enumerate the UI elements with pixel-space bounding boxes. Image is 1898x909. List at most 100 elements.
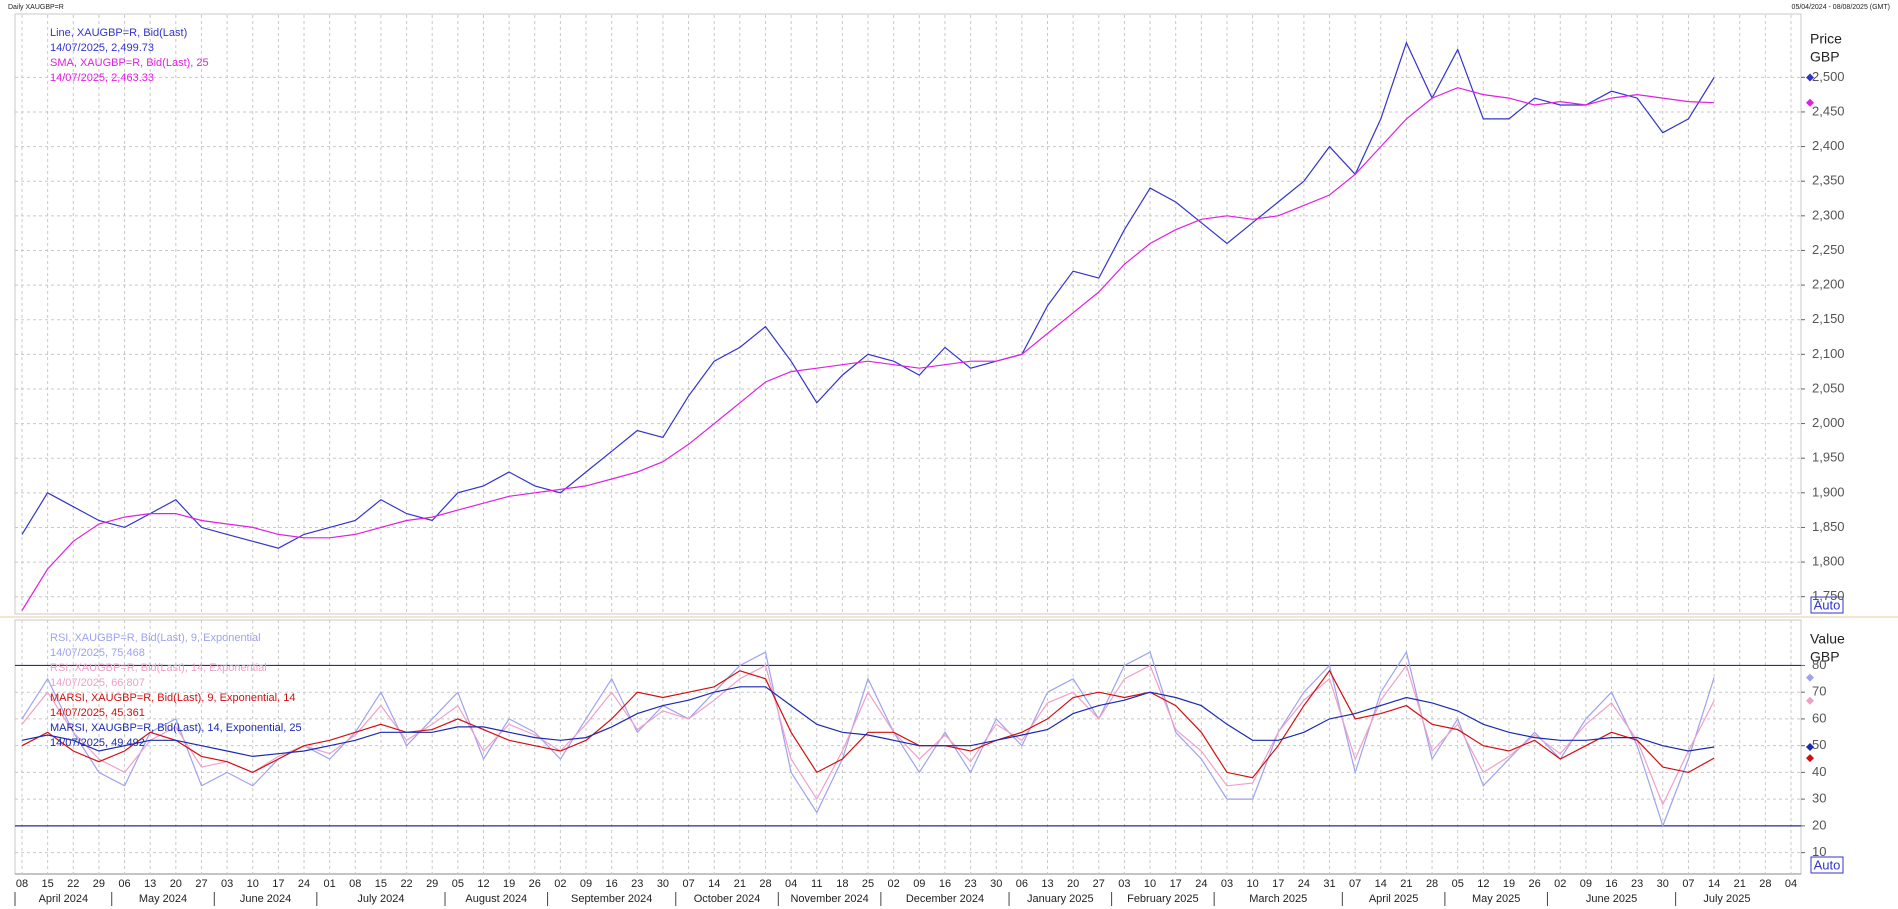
x-tick-label: 30	[1657, 878, 1669, 890]
x-tick-label: 24	[1298, 878, 1310, 890]
y-axis-unit: GBP	[1810, 49, 1840, 65]
x-tick-label: 09	[580, 878, 592, 890]
x-tick-label: 12	[1477, 878, 1489, 890]
legend-last-value: 14/07/2025, 49.492	[50, 737, 145, 749]
x-tick-label: 17	[1272, 878, 1284, 890]
x-tick-label: 03	[1221, 878, 1233, 890]
x-tick-label: 24	[298, 878, 310, 890]
y-tick-label: 2,000	[1812, 415, 1845, 430]
date-range: 05/04/2024 - 08/08/2025 (GMT)	[1792, 4, 1890, 11]
x-tick-label: 18	[836, 878, 848, 890]
scale-button[interactable]	[1810, 596, 1844, 614]
x-tick-label: 16	[1605, 878, 1617, 890]
x-tick-label: 14	[1375, 878, 1387, 890]
x-tick-label: 04	[1785, 878, 1797, 890]
x-tick-label: 02	[554, 878, 566, 890]
x-tick-label: 14	[708, 878, 720, 890]
legend-last-value: 14/07/2025, 66.807	[50, 677, 145, 689]
x-tick-label: 04	[785, 878, 797, 890]
x-tick-label: 17	[272, 878, 284, 890]
month-label: November 2024	[790, 893, 868, 905]
x-tick-label: 28	[1426, 878, 1438, 890]
x-tick-label: 24	[1195, 878, 1207, 890]
y-tick-label: 1,950	[1812, 450, 1845, 465]
page-title: Daily XAUGBP=R	[8, 4, 64, 11]
x-tick-label: 31	[1323, 878, 1335, 890]
x-tick-label: 28	[1759, 878, 1771, 890]
x-tick-label: 02	[888, 878, 900, 890]
y-tick-label: 30	[1812, 791, 1826, 806]
legend-last-value: 14/07/2025, 45.361	[50, 707, 145, 719]
x-tick-label: 08	[349, 878, 361, 890]
y-tick-label: 80	[1812, 657, 1826, 672]
legend-last-value: 14/07/2025, 2,499.73	[50, 42, 154, 54]
x-tick-label: 06	[1016, 878, 1028, 890]
x-tick-label: 23	[631, 878, 643, 890]
y-tick-label: 20	[1812, 817, 1826, 832]
x-tick-label: 02	[1554, 878, 1566, 890]
legend-entry: RSI, XAUGBP=R, Bid(Last), 14, Exponentia…	[50, 662, 267, 674]
x-tick-label: 07	[1349, 878, 1361, 890]
legend-entry: RSI, XAUGBP=R, Bid(Last), 9, Exponential	[50, 632, 261, 644]
x-tick-label: 20	[170, 878, 182, 890]
y-tick-label: 2,400	[1812, 138, 1845, 153]
x-tick-label: 05	[452, 878, 464, 890]
month-label: July 2025	[1703, 893, 1750, 905]
x-tick-label: 23	[1631, 878, 1643, 890]
series-line	[21, 669, 1715, 779]
y-tick-label: 50	[1812, 737, 1826, 752]
legend-last-value: 14/07/2025, 75.468	[50, 647, 145, 659]
x-tick-label: 05	[1452, 878, 1464, 890]
x-tick-label: 26	[529, 878, 541, 890]
x-tick-label: 16	[939, 878, 951, 890]
x-tick-label: 29	[93, 878, 105, 890]
month-label: May 2024	[139, 893, 187, 905]
x-tick-label: 06	[118, 878, 130, 890]
month-label: March 2025	[1249, 893, 1307, 905]
x-tick-label: 22	[400, 878, 412, 890]
last-value-marker	[1806, 696, 1814, 705]
x-tick-label: 07	[1682, 878, 1694, 890]
y-tick-label: 40	[1812, 764, 1826, 779]
month-label: August 2024	[465, 893, 527, 905]
y-tick-label: 1,850	[1812, 519, 1845, 534]
x-tick-label: 03	[221, 878, 233, 890]
y-tick-label: 70	[1812, 684, 1826, 699]
y-tick-label: 2,350	[1812, 173, 1845, 188]
y-tick-label: 2,200	[1812, 277, 1845, 292]
scale-mode[interactable]: Auto	[1814, 597, 1841, 612]
x-tick-label: 09	[1580, 878, 1592, 890]
x-tick-label: 27	[1093, 878, 1105, 890]
x-tick-label: 13	[1041, 878, 1053, 890]
y-tick-label: 1,750	[1812, 588, 1845, 603]
series-line	[21, 686, 1715, 758]
y-tick-label: 2,300	[1812, 207, 1845, 222]
x-tick-label: 25	[862, 878, 874, 890]
last-value-marker	[1806, 754, 1814, 763]
x-tick-label: 21	[1400, 878, 1412, 890]
y-axis-title: Price	[1810, 31, 1842, 47]
x-tick-label: 16	[606, 878, 618, 890]
scale-mode[interactable]: Auto	[1814, 857, 1841, 872]
y-tick-label: 10	[1812, 844, 1826, 859]
x-tick-label: 07	[682, 878, 694, 890]
month-label: January 2025	[1027, 893, 1094, 905]
x-tick-label: 30	[657, 878, 669, 890]
legend-last-value: 14/07/2025, 2,463.33	[50, 72, 154, 84]
series-line	[21, 87, 1715, 611]
x-tick-label: 08	[16, 878, 28, 890]
x-tick-label: 09	[913, 878, 925, 890]
y-tick-label: 2,450	[1812, 103, 1845, 118]
x-tick-label: 23	[964, 878, 976, 890]
legend-entry: SMA, XAUGBP=R, Bid(Last), 25	[50, 57, 209, 69]
month-label: December 2024	[906, 893, 984, 905]
scale-button[interactable]	[1810, 856, 1844, 874]
x-tick-label: 14	[1708, 878, 1720, 890]
x-tick-label: 29	[426, 878, 438, 890]
x-tick-label: 19	[1503, 878, 1515, 890]
x-tick-label: 15	[42, 878, 54, 890]
y-tick-label: 2,150	[1812, 311, 1845, 326]
x-tick-label: 17	[1170, 878, 1182, 890]
